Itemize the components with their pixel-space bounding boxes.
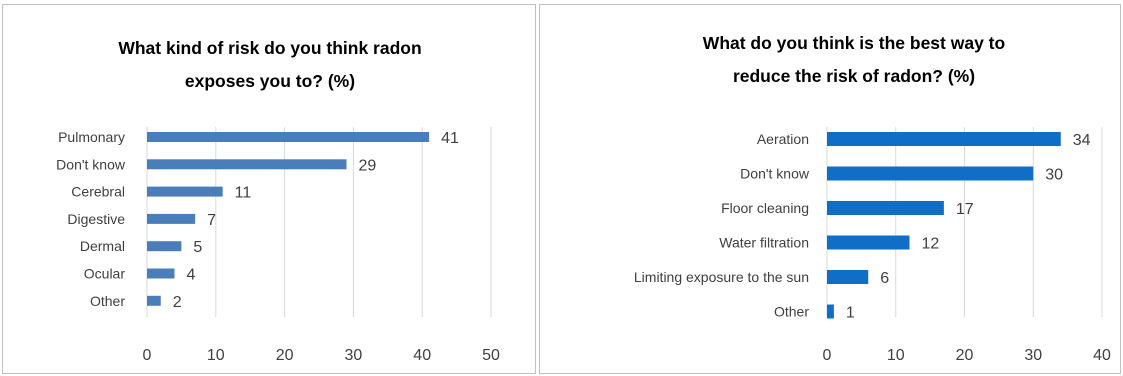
bar — [147, 159, 347, 170]
category-label: Digestive — [67, 211, 125, 227]
data-label: 29 — [359, 157, 377, 174]
bar — [827, 166, 1034, 181]
bar — [827, 235, 910, 250]
x-tick-label: 50 — [482, 347, 500, 364]
chart-panel-risk-type: What kind of risk do you think radon expo… — [2, 4, 536, 374]
data-label: 12 — [922, 236, 940, 253]
bar — [827, 132, 1061, 146]
bar — [147, 186, 223, 197]
x-tick-label: 40 — [413, 347, 431, 364]
x-tick-label: 30 — [1024, 347, 1042, 364]
category-label: Cerebral — [71, 184, 125, 200]
bar — [147, 241, 182, 252]
chart-title-line: What do you think is the best way to — [703, 33, 1005, 53]
data-label: 5 — [193, 239, 202, 256]
bar — [827, 201, 944, 215]
x-tick-label: 0 — [143, 347, 152, 364]
category-label: Limiting exposure to the sun — [634, 269, 809, 285]
data-label: 7 — [207, 212, 216, 229]
data-label: 30 — [1045, 167, 1063, 184]
x-tick-label: 0 — [823, 347, 832, 364]
data-label: 1 — [846, 305, 855, 322]
bar — [147, 213, 196, 224]
chart-title-line: exposes you to? (%) — [185, 71, 355, 91]
chart-title-line: reduce the risk of radon? (%) — [733, 66, 975, 86]
x-tick-label: 10 — [887, 347, 905, 364]
bar — [827, 270, 869, 284]
data-label: 2 — [173, 294, 182, 311]
category-label: Pulmonary — [58, 129, 125, 145]
data-label: 11 — [235, 185, 252, 202]
category-label: Don't know — [56, 156, 126, 172]
category-label: Other — [774, 304, 809, 320]
risk-reduction-bar-chart: What do you think is the best way to redu… — [634, 33, 1111, 364]
category-label: Floor cleaning — [721, 200, 809, 216]
risk-type-bar-chart: What kind of risk do you think radon expo… — [56, 38, 500, 364]
data-label: 6 — [880, 270, 889, 287]
x-tick-label: 40 — [1093, 347, 1111, 364]
data-label: 34 — [1073, 132, 1091, 149]
category-label: Ocular — [84, 266, 126, 282]
bar — [147, 268, 175, 279]
x-tick-label: 10 — [207, 347, 225, 364]
category-label: Other — [90, 293, 125, 309]
category-label: Water filtration — [719, 235, 809, 251]
bar — [827, 304, 834, 319]
bar — [147, 132, 430, 142]
category-label: Aeration — [757, 131, 809, 147]
category-label: Don't know — [740, 166, 810, 182]
data-label: 17 — [956, 201, 974, 218]
x-tick-label: 20 — [276, 347, 294, 364]
bar — [147, 295, 161, 306]
data-label: 4 — [187, 267, 196, 284]
chart-title-line: What kind of risk do you think radon — [118, 38, 421, 58]
category-label: Dermal — [80, 238, 125, 254]
x-tick-label: 20 — [956, 347, 974, 364]
x-tick-label: 30 — [345, 347, 363, 364]
data-label: 41 — [441, 130, 459, 147]
chart-panel-risk-reduction: What do you think is the best way to redu… — [539, 4, 1121, 374]
